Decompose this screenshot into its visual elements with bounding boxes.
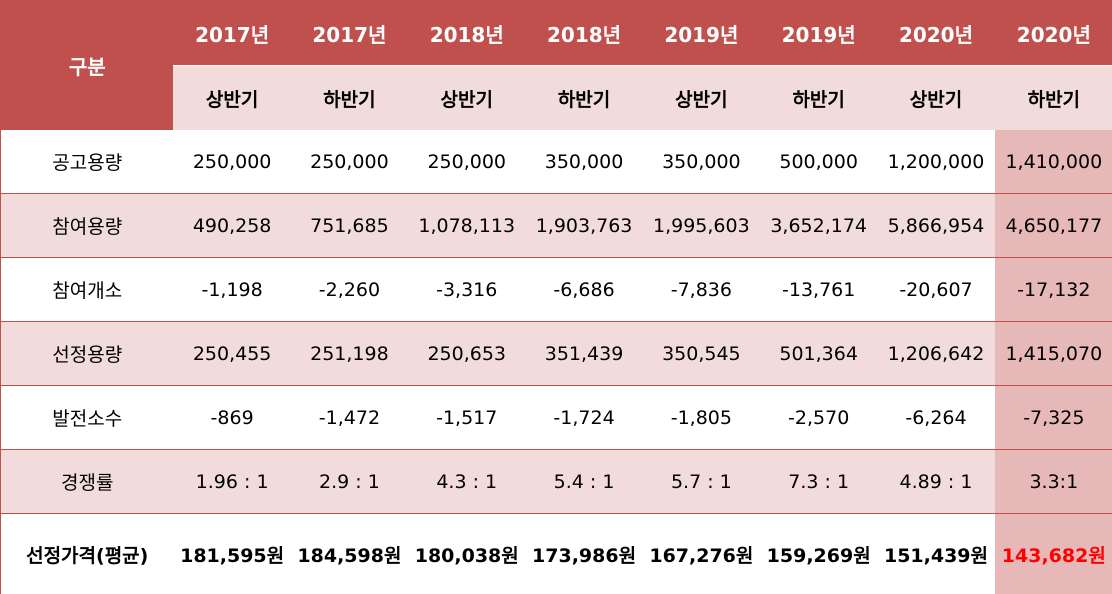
table-cell: 250,000 — [173, 130, 291, 194]
table-cell: -1,517 — [408, 385, 526, 450]
row-label: 선정용량 — [1, 321, 174, 386]
table-cell: 351,439 — [525, 321, 643, 386]
table-cell: 2.9 : 1 — [290, 449, 409, 514]
table-cell: 5.4 : 1 — [525, 449, 643, 514]
half-header: 하반기 — [760, 65, 878, 130]
table-cell: -1,724 — [525, 385, 643, 450]
half-header: 상반기 — [877, 65, 995, 130]
year-header: 2017년 — [290, 1, 409, 66]
year-header: 2018년 — [525, 1, 643, 66]
header-year-row: 구분 2017년 2017년 2018년 2018년 2019년 2019년 2… — [1, 1, 1112, 130]
table-cell: -20,607 — [877, 257, 995, 322]
highlighted-cell: 3.3:1 — [994, 449, 1112, 514]
half-header: 상반기 — [642, 65, 761, 130]
table-cell: -869 — [173, 385, 291, 450]
year-header: 2017년 — [173, 1, 291, 66]
table-cell: 751,685 — [290, 193, 409, 258]
table-cell: 5,866,954 — [877, 193, 995, 258]
table-cell: 1,200,000 — [877, 130, 995, 194]
row-label: 참여용량 — [1, 193, 174, 258]
table-row: 참여개소 -1,198 -2,260 -3,316 -6,686 -7,836 … — [1, 257, 1112, 322]
table-cell: -1,198 — [173, 257, 291, 322]
table-row: 참여용량 490,258 751,685 1,078,113 1,903,763… — [1, 193, 1112, 258]
table-cell: -1,805 — [642, 385, 761, 450]
highlighted-cell: 4,650,177 — [994, 193, 1112, 258]
row-label: 경쟁률 — [1, 449, 174, 514]
year-header: 2019년 — [760, 1, 878, 66]
table-cell: 180,038원 — [408, 513, 526, 594]
table-cell: 350,545 — [642, 321, 761, 386]
table-cell: 3,652,174 — [760, 193, 878, 258]
year-header: 2020년 — [994, 1, 1112, 66]
highlighted-cell: -17,132 — [994, 257, 1112, 322]
table-cell: 5.7 : 1 — [642, 449, 761, 514]
table-cell: 7.3 : 1 — [760, 449, 878, 514]
year-header: 2018년 — [408, 1, 526, 66]
table-cell: 250,455 — [173, 321, 291, 386]
half-header: 상반기 — [408, 65, 526, 130]
table-cell: -2,260 — [290, 257, 409, 322]
table-cell: -6,686 — [525, 257, 643, 322]
half-header: 상반기 — [173, 65, 291, 130]
row-label: 참여개소 — [1, 257, 174, 322]
table-cell: 4.89 : 1 — [877, 449, 995, 514]
table-cell: 4.3 : 1 — [408, 449, 526, 514]
table-cell: 1,078,113 — [408, 193, 526, 258]
corner-header: 구분 — [1, 1, 174, 130]
highlighted-cell: -7,325 — [994, 385, 1112, 450]
table-row: 공고용량 250,000 250,000 250,000 350,000 350… — [1, 130, 1112, 194]
half-header: 하반기 — [994, 65, 1112, 130]
table-row: 경쟁률 1.96 : 1 2.9 : 1 4.3 : 1 5.4 : 1 5.7… — [1, 449, 1112, 514]
table-cell: 250,000 — [408, 130, 526, 194]
year-header: 2019년 — [642, 1, 761, 66]
table-cell: 1.96 : 1 — [173, 449, 291, 514]
table-row: 선정용량 250,455 251,198 250,653 351,439 350… — [1, 321, 1112, 386]
half-header: 하반기 — [525, 65, 643, 130]
table-cell: 501,364 — [760, 321, 878, 386]
table-cell: 184,598원 — [290, 513, 409, 594]
table-cell: -3,316 — [408, 257, 526, 322]
table-cell: -6,264 — [877, 385, 995, 450]
table-cell: 350,000 — [642, 130, 761, 194]
table-cell: 159,269원 — [760, 513, 878, 594]
table-cell: 167,276원 — [642, 513, 761, 594]
row-label: 선정가격(평균) — [1, 513, 174, 594]
table-row: 선정가격(평균) 181,595원 184,598원 180,038원 173,… — [1, 513, 1112, 594]
table-cell: 251,198 — [290, 321, 409, 386]
table-cell: 500,000 — [760, 130, 878, 194]
table-cell: -13,761 — [760, 257, 878, 322]
header-half-row: 상반기 하반기 상반기 하반기 상반기 하반기 상반기 하반기 — [1, 65, 1112, 130]
table-cell: -1,472 — [290, 385, 409, 450]
table-cell: 181,595원 — [173, 513, 291, 594]
row-label: 발전소수 — [1, 385, 174, 450]
half-header: 하반기 — [290, 65, 409, 130]
year-header: 2020년 — [877, 1, 995, 66]
table-cell: 350,000 — [525, 130, 643, 194]
table-cell: 151,439원 — [877, 513, 995, 594]
table-cell: 1,206,642 — [877, 321, 995, 386]
table-cell: 250,000 — [290, 130, 409, 194]
table-cell: 1,903,763 — [525, 193, 643, 258]
row-label: 공고용량 — [1, 130, 174, 194]
table-cell: 1,995,603 — [642, 193, 761, 258]
table-cell: -7,836 — [642, 257, 761, 322]
table-cell: 490,258 — [173, 193, 291, 258]
table-cell: 250,653 — [408, 321, 526, 386]
highlighted-cell: 1,410,000 — [994, 130, 1112, 194]
table-cell: 173,986원 — [525, 513, 643, 594]
table-cell: -2,570 — [760, 385, 878, 450]
highlighted-cell: 1,415,070 — [994, 321, 1112, 386]
table-row: 발전소수 -869 -1,472 -1,517 -1,724 -1,805 -2… — [1, 385, 1112, 450]
highlighted-cell: 143,682원 — [994, 513, 1112, 594]
